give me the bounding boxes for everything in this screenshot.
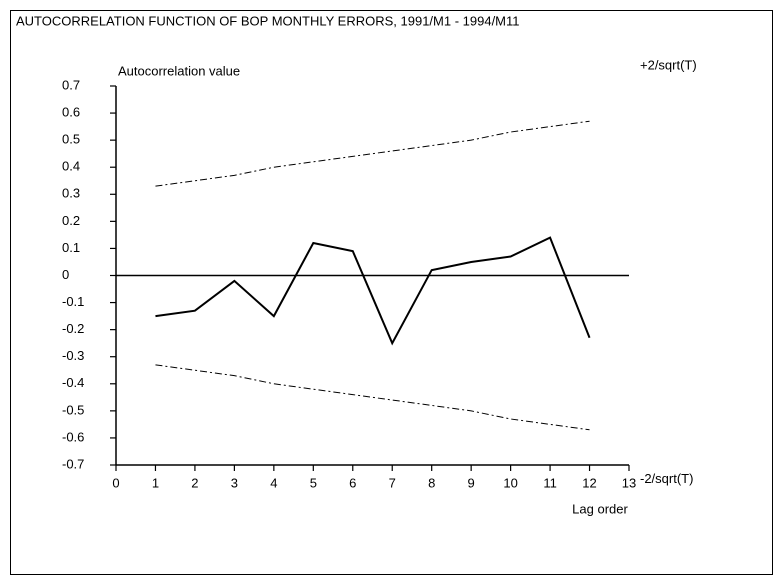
y-tick-label: -0.5 xyxy=(62,402,84,417)
y-tick-label: -0.1 xyxy=(62,294,84,309)
x-tick-label: 3 xyxy=(231,475,238,490)
y-tick-label: 0.1 xyxy=(62,240,80,255)
series-line xyxy=(155,120,590,187)
y-tick-label: 0.4 xyxy=(62,159,80,174)
x-axis-label: Lag order xyxy=(572,501,628,516)
x-tick-label: 2 xyxy=(191,475,198,490)
x-tick-label: 7 xyxy=(389,475,396,490)
y-tick-label: 0.6 xyxy=(62,105,80,120)
frame xyxy=(10,10,773,575)
y-tick-label: -0.4 xyxy=(62,375,84,390)
x-tick-label: 13 xyxy=(622,475,636,490)
y-tick-label: 0.7 xyxy=(62,77,80,92)
y-tick-label: -0.7 xyxy=(62,456,84,471)
x-tick-label: 12 xyxy=(582,475,596,490)
y-axis-label: Autocorrelation value xyxy=(118,63,240,78)
x-tick-label: 4 xyxy=(270,475,277,490)
y-tick-label: -0.6 xyxy=(62,429,84,444)
y-tick-label: 0 xyxy=(62,267,69,282)
x-tick-label: 9 xyxy=(468,475,475,490)
y-tick-label: 0.3 xyxy=(62,186,80,201)
y-tick-label: -0.3 xyxy=(62,348,84,363)
x-tick-label: 10 xyxy=(503,475,517,490)
y-tick-label: 0.5 xyxy=(62,132,80,147)
chart-title: AUTOCORRELATION FUNCTION OF BOP MONTHLY … xyxy=(16,13,520,28)
x-tick-label: 5 xyxy=(310,475,317,490)
y-tick-label: 0.2 xyxy=(62,213,80,228)
series-label: +2/sqrt(T) xyxy=(640,58,697,73)
x-tick-label: 0 xyxy=(112,475,119,490)
series-label: -2/sqrt(T) xyxy=(640,471,693,486)
series-line xyxy=(155,364,590,431)
x-tick-label: 6 xyxy=(349,475,356,490)
y-tick-label: -0.2 xyxy=(62,321,84,336)
x-tick-label: 8 xyxy=(428,475,435,490)
x-tick-label: 11 xyxy=(543,475,557,490)
x-tick-label: 1 xyxy=(152,475,159,490)
series-line xyxy=(155,236,591,346)
